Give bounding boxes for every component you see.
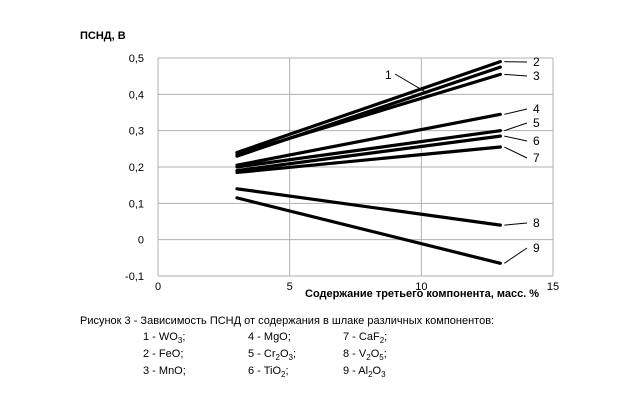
legend-number: 2 bbox=[143, 348, 150, 361]
series-label: 4 bbox=[533, 102, 540, 116]
series-label: 1 bbox=[385, 68, 392, 82]
y-tick-label: 0,2 bbox=[129, 162, 144, 174]
series-line bbox=[235, 196, 502, 265]
legend-subscript: 2 bbox=[379, 336, 385, 346]
legend-formula: MgO bbox=[263, 331, 288, 343]
y-tick-label: 0 bbox=[138, 235, 144, 247]
legend-entry: 9 - Al2O3 bbox=[343, 365, 386, 380]
legend-formula: FeO bbox=[158, 348, 181, 361]
y-tick-label: 0,4 bbox=[129, 89, 144, 101]
component-legend: 1 - WO3; 4 - MgO; 7 - CaF2; 2 - FeO; 5 - Cr2… bbox=[143, 331, 423, 380]
legend-entry: 1 - WO3; bbox=[143, 331, 186, 346]
legend-subscript: 2 bbox=[281, 370, 286, 380]
legend-formula: O bbox=[279, 348, 289, 361]
legend-formula: CaF bbox=[358, 331, 380, 343]
series-line bbox=[235, 72, 502, 156]
legend-formula: MnO bbox=[158, 365, 183, 378]
legend-entry: 3 - MnO; bbox=[143, 365, 186, 378]
x-axis-label: Содержание третьего компонента, масс. % bbox=[305, 288, 540, 300]
legend-separator: ; bbox=[292, 348, 297, 361]
series-label: 5 bbox=[533, 116, 540, 130]
legend-entry: 5 - Cr2O3; bbox=[248, 348, 297, 363]
series-label: 8 bbox=[533, 216, 540, 230]
legend-formula: O bbox=[372, 365, 382, 378]
series-leader-line bbox=[504, 247, 528, 264]
legend-number: 3 bbox=[143, 365, 150, 378]
y-tick-label: -0,1 bbox=[125, 271, 144, 283]
y-tick-label: 0,1 bbox=[129, 198, 144, 210]
series-leader-line bbox=[504, 122, 528, 132]
series-label: 3 bbox=[533, 69, 540, 83]
series-label: 7 bbox=[533, 151, 540, 165]
x-tick-label: 10 bbox=[415, 281, 427, 293]
legend-subscript: 2 bbox=[368, 370, 373, 380]
series-label: 9 bbox=[533, 241, 540, 255]
legend-entry: 2 - FeO; bbox=[143, 348, 184, 361]
legend-separator: ; bbox=[182, 331, 186, 343]
series-leader-line bbox=[504, 73, 528, 77]
legend-entry: 4 - MgO; bbox=[248, 331, 291, 343]
legend-number: 1 bbox=[143, 331, 150, 343]
legend-formula: Cr bbox=[263, 348, 276, 361]
series-leader-line bbox=[504, 108, 528, 115]
legend-number: 7 bbox=[343, 331, 350, 343]
legend-number: 8 bbox=[343, 348, 350, 361]
legend-number: 9 bbox=[343, 365, 350, 378]
legend-entry: 7 - CaF2; bbox=[343, 331, 388, 346]
series-line bbox=[235, 187, 502, 227]
legend-entry: 6 - TiO2; bbox=[248, 365, 289, 380]
legend-separator: ; bbox=[182, 365, 186, 378]
legend-formula: TiO bbox=[263, 365, 282, 378]
y-axis-label: ПСНД, В bbox=[80, 30, 126, 42]
series-line bbox=[235, 145, 502, 175]
legend-subscript: 5 bbox=[379, 353, 384, 363]
legend-separator: ; bbox=[287, 331, 291, 343]
legend-number: 6 bbox=[248, 365, 255, 378]
series-leader-line bbox=[504, 146, 528, 159]
legend-subscript: 3 bbox=[381, 370, 386, 380]
series-leader-line bbox=[504, 135, 528, 142]
legend-formula: O bbox=[370, 348, 380, 361]
x-tick-label: 0 bbox=[155, 281, 161, 293]
figure-caption: Рисунок 3 - Зависимость ПСНД от содержан… bbox=[80, 315, 495, 327]
legend-separator: ; bbox=[180, 348, 184, 361]
legend-subscript: 2 bbox=[366, 353, 371, 363]
y-tick-label: 0,5 bbox=[129, 53, 144, 65]
legend-number: 5 bbox=[248, 348, 255, 361]
legend-formula: WO bbox=[158, 331, 178, 343]
legend-subscript: 3 bbox=[288, 353, 293, 363]
series-leader-line bbox=[504, 222, 528, 226]
legend-entry: 8 - V2O5; bbox=[343, 348, 387, 363]
series-line bbox=[235, 129, 502, 169]
legend-subscript: 2 bbox=[275, 353, 280, 363]
legend-number: 4 bbox=[248, 331, 255, 343]
legend-formula: V bbox=[358, 348, 367, 361]
legend-separator: ; bbox=[383, 348, 387, 361]
legend-subscript: 3 bbox=[177, 336, 183, 346]
series-leader-line bbox=[394, 73, 427, 93]
legend-separator: ; bbox=[285, 365, 289, 378]
series-line bbox=[235, 134, 502, 173]
legend-separator: ; bbox=[384, 331, 388, 343]
series-label: 6 bbox=[533, 134, 540, 148]
series-line bbox=[235, 112, 502, 167]
series-line bbox=[235, 60, 502, 155]
x-tick-label: 5 bbox=[287, 281, 293, 293]
legend-formula: Al bbox=[358, 365, 369, 378]
y-tick-label: 0,3 bbox=[129, 126, 144, 138]
x-tick-label: 15 bbox=[547, 281, 559, 293]
series-label: 2 bbox=[533, 55, 540, 69]
